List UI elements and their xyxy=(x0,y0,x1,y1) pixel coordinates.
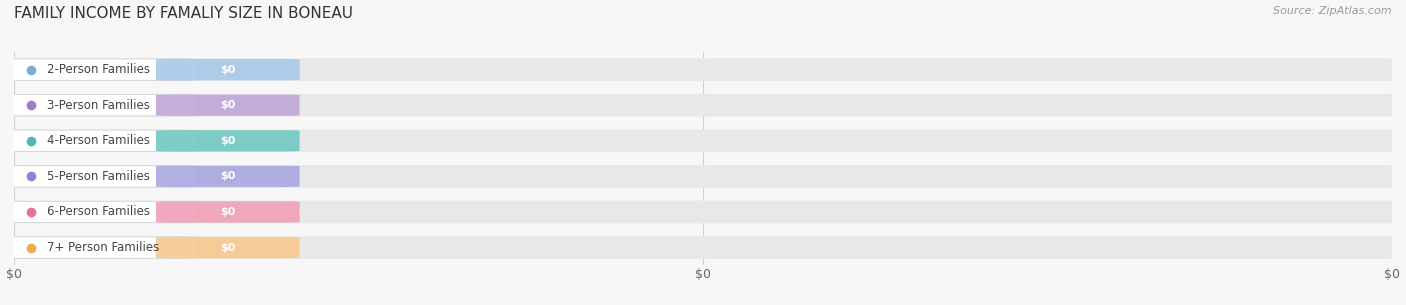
Text: $0: $0 xyxy=(221,100,235,110)
FancyBboxPatch shape xyxy=(156,59,299,80)
FancyBboxPatch shape xyxy=(156,201,299,223)
Text: Source: ZipAtlas.com: Source: ZipAtlas.com xyxy=(1274,6,1392,16)
Text: 3-Person Families: 3-Person Families xyxy=(48,99,150,112)
Text: $0: $0 xyxy=(221,207,235,217)
FancyBboxPatch shape xyxy=(0,130,1406,152)
FancyBboxPatch shape xyxy=(156,237,299,258)
FancyBboxPatch shape xyxy=(0,165,1406,188)
FancyBboxPatch shape xyxy=(0,166,197,187)
Text: 6-Person Families: 6-Person Families xyxy=(48,206,150,218)
FancyBboxPatch shape xyxy=(0,201,1406,223)
FancyBboxPatch shape xyxy=(156,166,299,187)
Text: $0: $0 xyxy=(221,136,235,146)
Text: 4-Person Families: 4-Person Families xyxy=(48,134,150,147)
FancyBboxPatch shape xyxy=(0,130,197,152)
FancyBboxPatch shape xyxy=(0,236,1406,259)
FancyBboxPatch shape xyxy=(0,59,197,80)
FancyBboxPatch shape xyxy=(156,130,299,152)
FancyBboxPatch shape xyxy=(0,201,197,223)
Text: 7+ Person Families: 7+ Person Families xyxy=(48,241,159,254)
FancyBboxPatch shape xyxy=(0,237,197,258)
FancyBboxPatch shape xyxy=(0,94,1406,117)
FancyBboxPatch shape xyxy=(0,95,197,116)
Text: 2-Person Families: 2-Person Families xyxy=(48,63,150,76)
Text: $0: $0 xyxy=(221,242,235,253)
Text: $0: $0 xyxy=(221,65,235,75)
Text: 5-Person Families: 5-Person Families xyxy=(48,170,150,183)
Text: $0: $0 xyxy=(221,171,235,181)
FancyBboxPatch shape xyxy=(156,95,299,116)
Text: FAMILY INCOME BY FAMALIY SIZE IN BONEAU: FAMILY INCOME BY FAMALIY SIZE IN BONEAU xyxy=(14,6,353,21)
FancyBboxPatch shape xyxy=(0,58,1406,81)
